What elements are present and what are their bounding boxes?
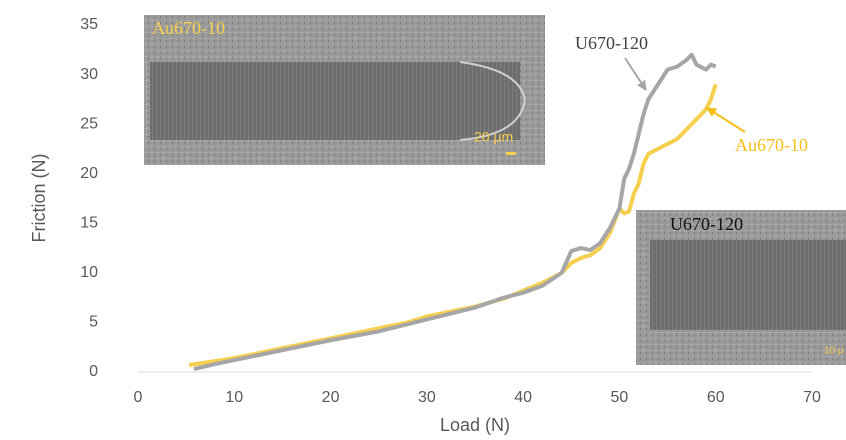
x-tick-label: 30 (418, 389, 436, 406)
annotation: U670-120 (575, 33, 648, 53)
inset-label: Au670-10 (152, 18, 225, 38)
y-tick-label: 20 (80, 165, 98, 182)
x-tick-label: 20 (322, 389, 340, 406)
annotation-arrow (625, 58, 646, 90)
inset-label: U670-120 (670, 214, 743, 234)
y-tick-label: 35 (80, 16, 98, 33)
y-tick-label: 10 (80, 264, 98, 281)
x-tick-label: 70 (803, 389, 821, 406)
x-tick-label: 0 (134, 389, 143, 406)
y-tick-label: 5 (89, 314, 98, 331)
annotation: Au670-10 (735, 135, 808, 155)
x-axis-title: Load (N) (440, 415, 510, 435)
inset-scale: 20 µm (474, 129, 513, 145)
x-tick-label: 40 (514, 389, 532, 406)
y-axis-title: Friction (N) (29, 154, 49, 243)
annotation-arrow (707, 108, 745, 132)
y-tick-label: 25 (80, 115, 98, 132)
y-tick-label: 30 (80, 66, 98, 83)
x-tick-label: 50 (611, 389, 629, 406)
inset-image: Au670-10 20 µm (144, 15, 545, 165)
x-tick-label: 10 (225, 389, 243, 406)
inset-image: U670-120 10 µ (636, 210, 846, 365)
x-tick-label: 60 (707, 389, 725, 406)
inset-scale: 10 µ (824, 346, 844, 357)
y-tick-label: 15 (80, 215, 98, 232)
y-tick-label: 0 (89, 363, 98, 380)
chart: Load (N) Friction (N) Au670-10 20 µm U67… (0, 0, 846, 440)
